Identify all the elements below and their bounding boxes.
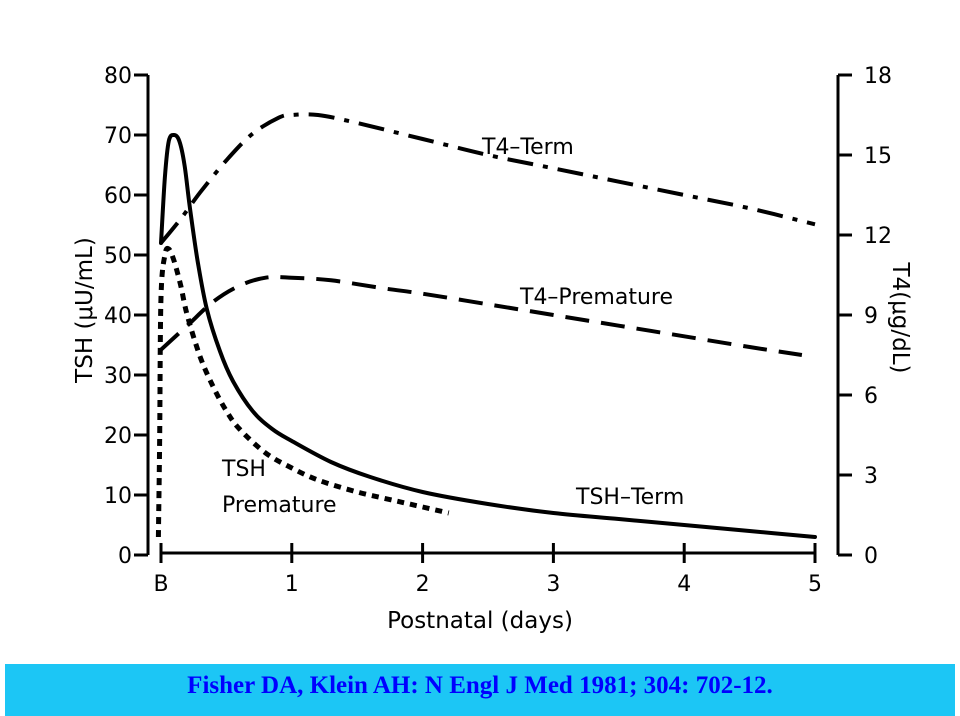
- y-left-tick-label: 30: [104, 364, 132, 389]
- series-line-t4-term: [159, 112, 816, 245]
- y-left-axis-title: TSH (μU/mL): [72, 237, 98, 384]
- y-left-tick-label: 10: [104, 484, 132, 509]
- series-line-tsh-term: [159, 132, 817, 539]
- series-layer: [155, 112, 817, 539]
- label-tsh-term: TSH–Term: [575, 485, 684, 510]
- series-line-tsh-premature: [155, 245, 450, 538]
- y-left-tick-label: 20: [104, 424, 132, 449]
- y-right-tick-label: 15: [864, 144, 892, 169]
- label-t4-premature: T4–Premature: [519, 285, 673, 310]
- labels: Postnatal (days) TSH (μU/mL) T4(μg/dL) T…: [72, 135, 913, 634]
- y-right-tick-label: 0: [864, 544, 878, 569]
- x-tick-label: 1: [285, 572, 299, 597]
- y-right-tick-label: 9: [864, 304, 878, 329]
- x-tick-label: B: [153, 572, 168, 597]
- label-t4-term: T4–Term: [481, 135, 574, 160]
- x-tick-label: 3: [546, 572, 560, 597]
- citation-text: Fisher DA, Klein AH: N Engl J Med 1981; …: [187, 672, 773, 699]
- y-left-tick-label: 70: [104, 124, 132, 149]
- y-right-tick-label: 6: [864, 384, 878, 409]
- series-line-t4-premature: [159, 274, 803, 357]
- y-left-tick-label: 40: [104, 304, 132, 329]
- label-tsh: TSH: [221, 457, 266, 482]
- y-left-tick-label: 80: [104, 64, 132, 89]
- x-tick-label: 4: [677, 572, 691, 597]
- label-premature: Premature: [222, 493, 337, 518]
- y-left-tick-label: 0: [118, 544, 132, 569]
- x-axis-title: Postnatal (days): [387, 608, 573, 634]
- y-right-axis-title: T4(μg/dL): [887, 261, 913, 373]
- citation-bar: Fisher DA, Klein AH: N Engl J Med 1981; …: [5, 664, 955, 716]
- x-tick-label: 2: [416, 572, 430, 597]
- x-tick-label: 5: [808, 572, 822, 597]
- y-left-tick-label: 50: [104, 244, 132, 269]
- y-right-tick-label: 18: [864, 64, 892, 89]
- y-right-tick-label: 12: [864, 224, 892, 249]
- y-right-tick-label: 3: [864, 464, 878, 489]
- y-left-tick-label: 60: [104, 184, 132, 209]
